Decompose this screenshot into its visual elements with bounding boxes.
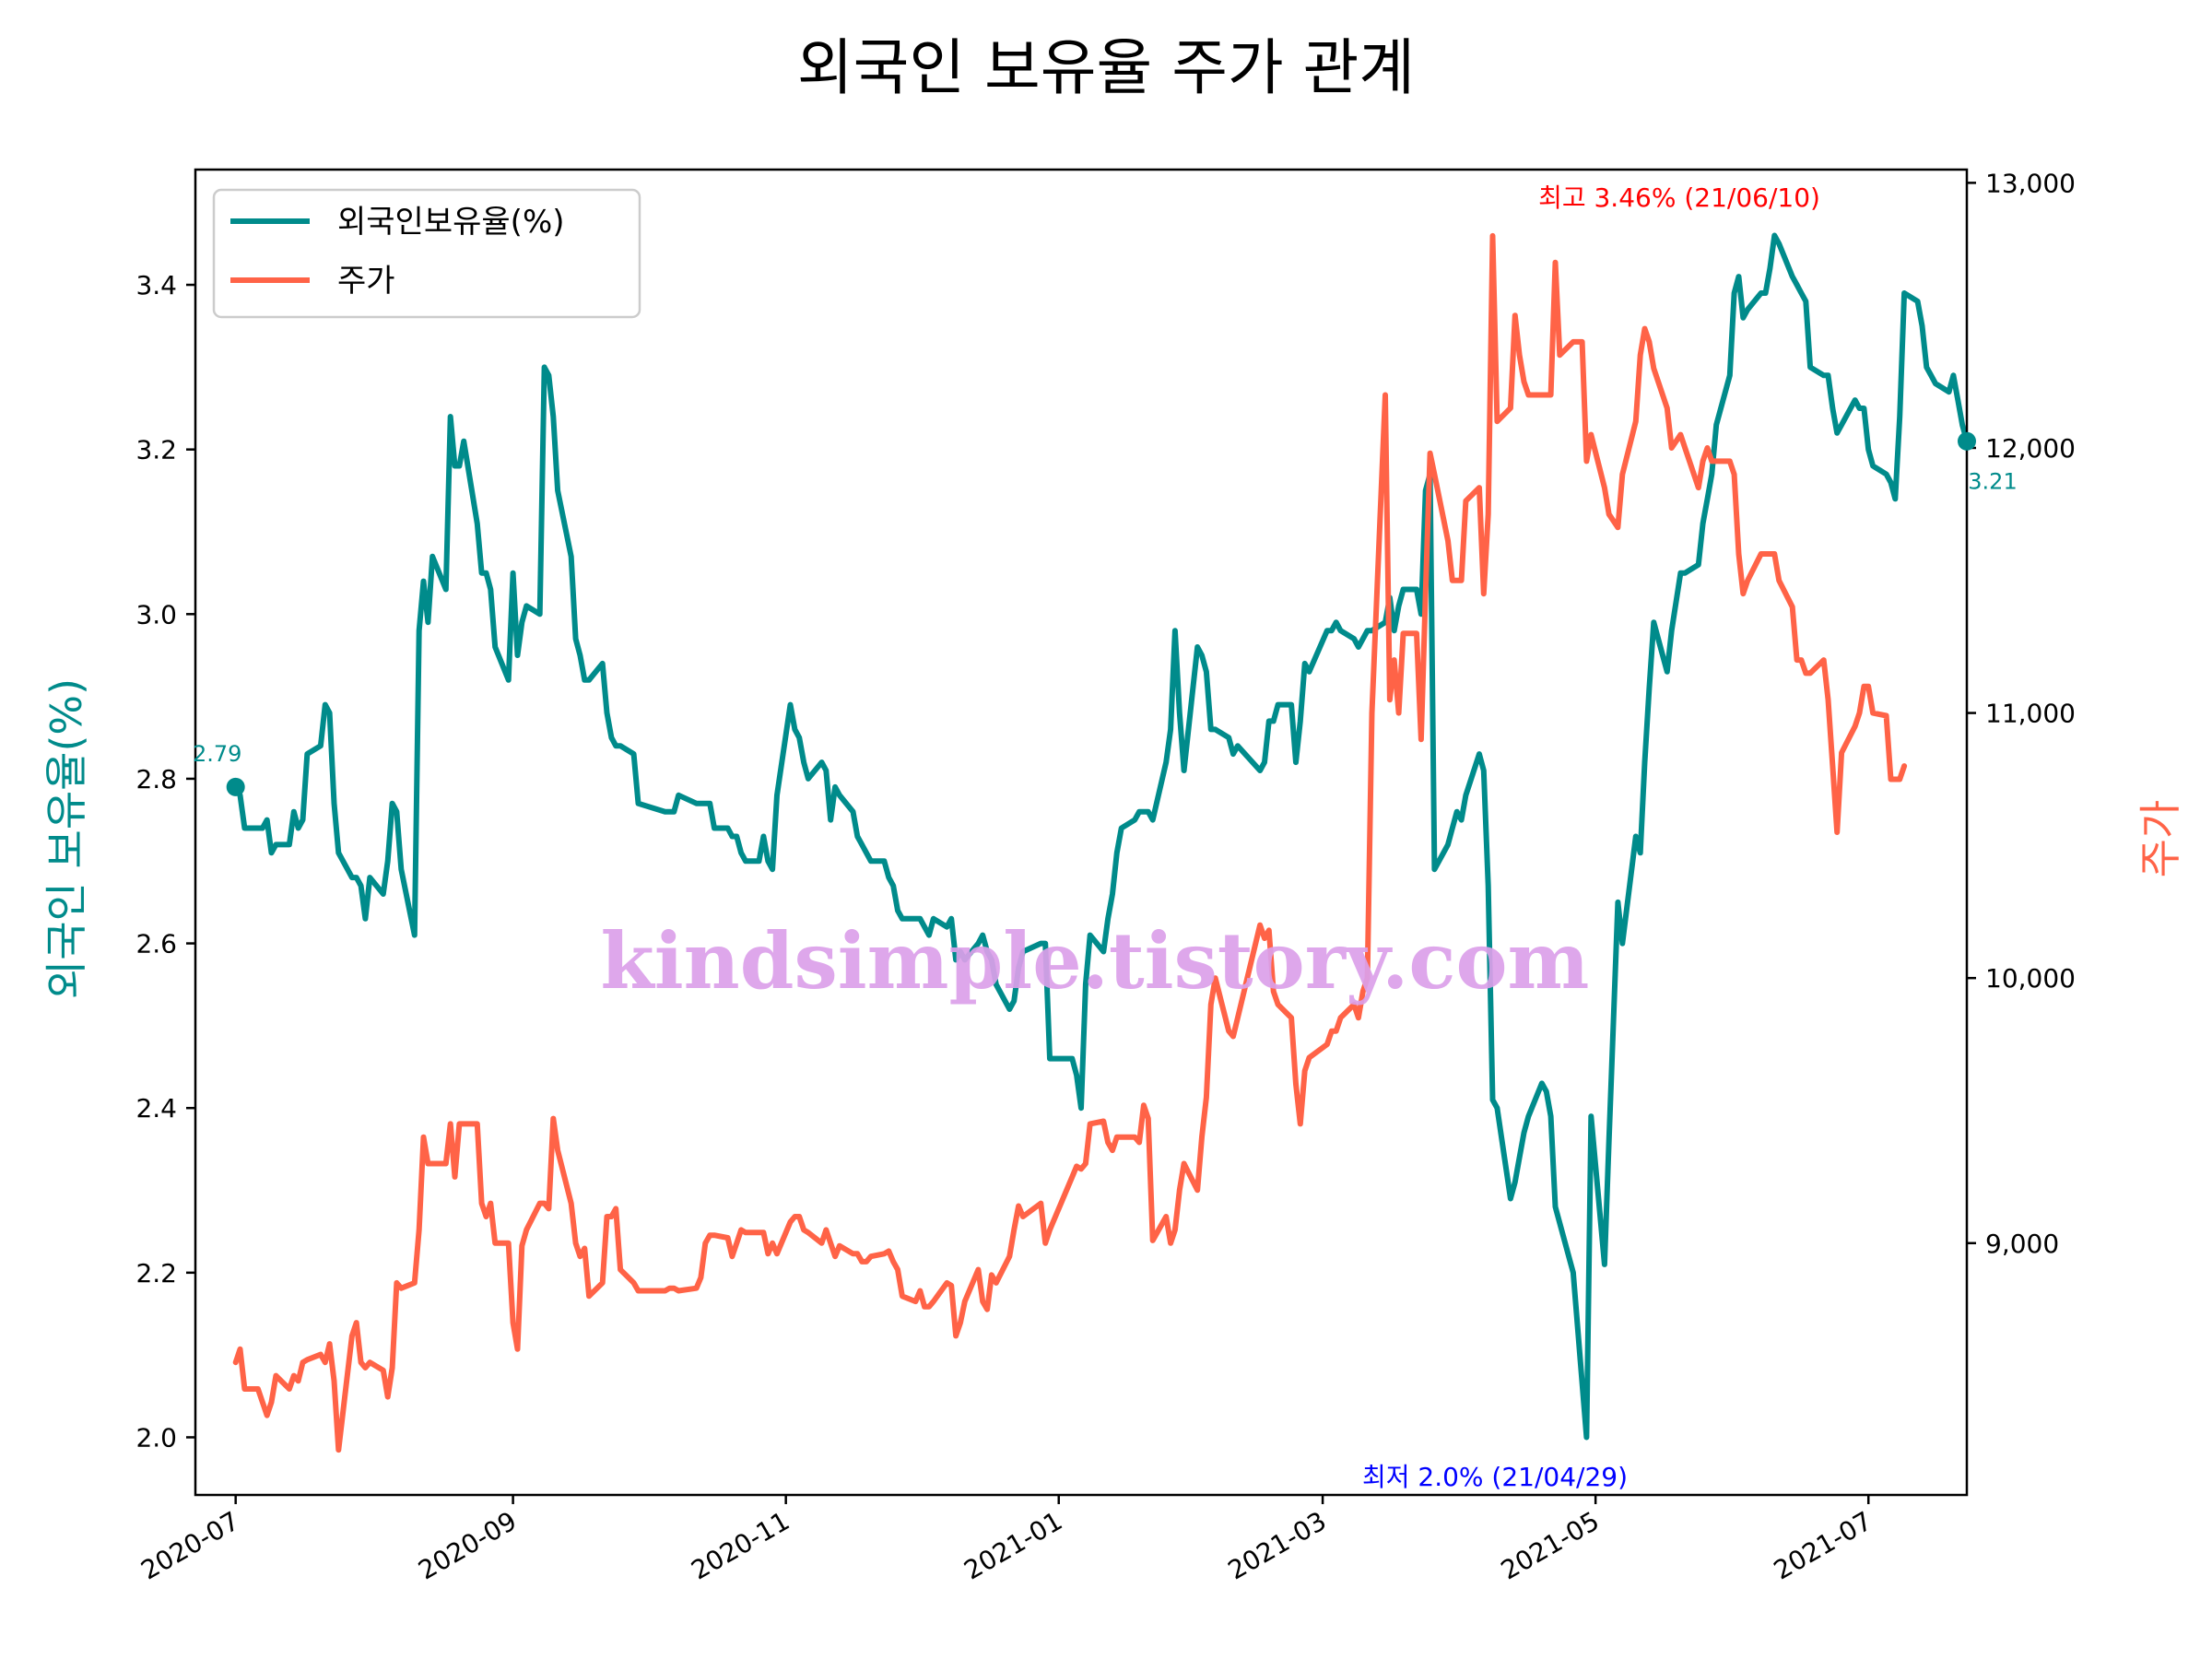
min-annotation: 최저 2.0% (21/04/29) (1362, 1462, 1628, 1492)
right-y-tick-label: 13,000 (1985, 168, 2076, 198)
left-y-tick-label: 3.0 (135, 599, 177, 629)
chart-title: 외국인 보유율 주가 관계 (797, 32, 1415, 103)
right-y-tick-label: 10,000 (1985, 963, 2076, 994)
right-y-tick-label: 9,000 (1985, 1229, 2059, 1259)
right-y-tick-label: 11,000 (1985, 699, 2076, 729)
end-value-label: 3.21 (1968, 469, 2017, 495)
series-line-price (232, 232, 1908, 1453)
legend-label: 주가 (337, 263, 395, 300)
left-axis-title: 외국인 보유율(%) (41, 678, 91, 999)
left-y-tick-label: 3.4 (135, 270, 177, 300)
series-line-foreign-ratio (232, 232, 1970, 1441)
watermark-text: kindsimple.tistory.com (601, 915, 1590, 1006)
right-y-tick-label: 12,000 (1985, 433, 2076, 464)
start-point-marker (226, 777, 245, 796)
legend-box (212, 188, 641, 319)
end-point-marker (1958, 431, 1976, 451)
plot-frame (194, 168, 1969, 1497)
start-value-label: 2.79 (193, 741, 241, 767)
legend-label: 외국인보유율(%) (337, 204, 565, 241)
right-axis-title: 주가 (2136, 800, 2185, 878)
left-y-tick-label: 2.4 (135, 1093, 177, 1124)
max-annotation: 최고 3.46% (21/06/10) (1538, 182, 1820, 213)
left-y-tick-label: 2.0 (135, 1422, 177, 1453)
left-y-tick-label: 2.2 (135, 1258, 177, 1288)
left-y-tick-label: 3.2 (135, 435, 177, 465)
left-y-tick-label: 2.8 (135, 764, 177, 794)
left-y-tick-label: 2.6 (135, 929, 177, 959)
legend: 외국인보유율(%) 주가 (212, 188, 641, 319)
